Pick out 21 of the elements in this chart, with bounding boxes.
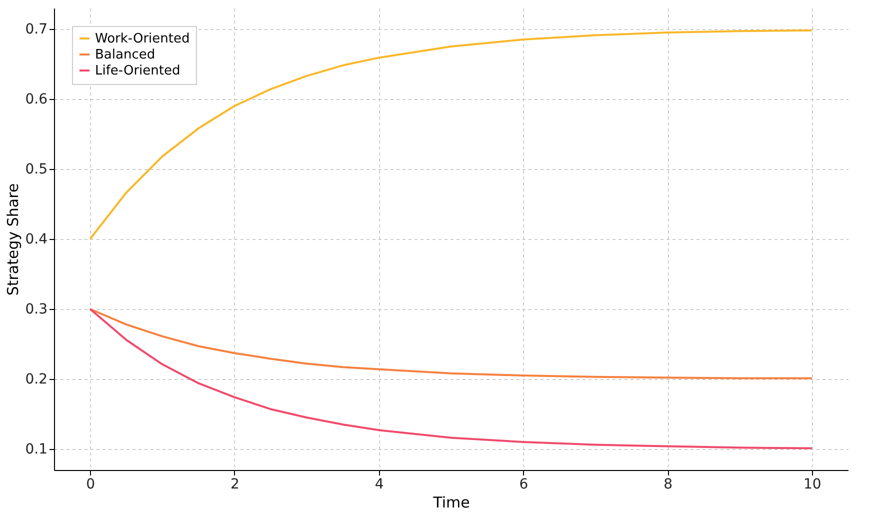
line-series bbox=[89, 308, 813, 450]
legend-label: Balanced bbox=[95, 48, 156, 62]
x-tick-label: 2 bbox=[230, 476, 240, 492]
x-tick-label: 8 bbox=[664, 476, 673, 492]
x-tick-label: 10 bbox=[803, 476, 822, 492]
x-tick-label: 0 bbox=[86, 476, 96, 492]
x-tick-label: 4 bbox=[374, 476, 384, 492]
y-tick-label: 0.4 bbox=[25, 232, 48, 248]
y-tick-label: 0.1 bbox=[25, 442, 48, 458]
y-tick-label: 0.2 bbox=[25, 372, 48, 388]
legend-label: Work-Oriented bbox=[95, 32, 190, 46]
legend-label: Life-Oriented bbox=[95, 64, 180, 78]
y-tick-label: 0.5 bbox=[25, 162, 48, 178]
y-axis-title: Strategy Share bbox=[4, 183, 22, 296]
y-tick-label: 0.3 bbox=[25, 302, 48, 318]
line-series bbox=[89, 29, 813, 240]
y-tick-label: 0.6 bbox=[25, 92, 48, 108]
x-tick-label: 6 bbox=[519, 476, 528, 492]
x-axis-title: Time bbox=[432, 494, 470, 512]
y-tick-label: 0.7 bbox=[25, 22, 48, 38]
line-series bbox=[89, 308, 813, 380]
